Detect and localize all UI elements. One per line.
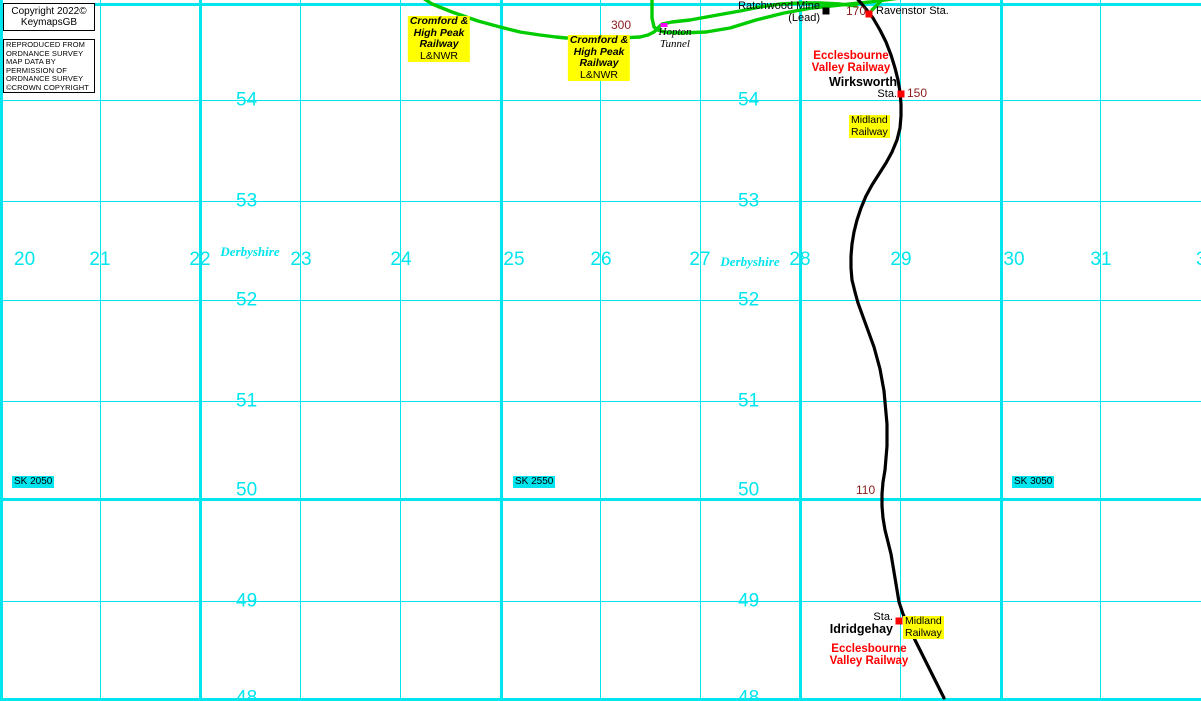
grid-square-ref-sk2550: SK 2550 [513, 476, 556, 488]
label-hopton-tunnel[interactable]: Hopton Tunnel [659, 26, 692, 50]
elevation-label-300: 300 [611, 18, 632, 32]
grid-label-x-24: 24 [390, 249, 412, 270]
grid-label-y-54-right: 54 [738, 89, 760, 111]
label-idridgehay[interactable]: Idridgehay [829, 622, 893, 636]
grid-label-y-53-left: 53 [236, 190, 258, 212]
grid-label-x-31: 31 [1090, 249, 1112, 270]
grid-label-y-53-right: 53 [738, 190, 760, 212]
label-midland-railway-south[interactable]: Midland Railway [903, 615, 944, 639]
midland-railway-line [849, 0, 946, 700]
grid-label-x-27: 27 [689, 249, 711, 270]
label-ravenstor-station[interactable]: Ravenstor Sta. [876, 5, 949, 17]
mine-marker-icon [822, 7, 830, 15]
elevation-label-150: 150 [907, 86, 928, 100]
grid-label-y-51-right: 51 [738, 390, 760, 412]
yellow-highlight-box: Midland Railway [849, 114, 890, 138]
grid-label-y-48-right: 48 [738, 687, 760, 701]
cromford-operator: L&NWR [420, 49, 458, 62]
yellow-highlight-box: Midland Railway [903, 615, 944, 639]
grid-label-y-54-left: 54 [236, 89, 258, 111]
notice-line-6: ©CROWN COPYRIGHT [6, 82, 89, 92]
ecclesbourne-line-2: Valley Railway [829, 655, 909, 667]
grid-label-x-32: 3 [1196, 250, 1201, 269]
copyright-line-2: KeymapsGB [20, 17, 78, 28]
county-label-derbyshire-right: Derbyshire [720, 254, 780, 269]
grid-label-y-50-left: 50 [236, 479, 258, 501]
grid-label-y-50-right: 50 [738, 479, 760, 501]
notice-line-2: ORDNANCE SURVEY [6, 48, 84, 58]
cromford-line-1: Cromford & [409, 15, 469, 27]
station-marker-icon[interactable] [865, 10, 873, 18]
station-marker-icon[interactable] [897, 90, 905, 98]
label-midland-railway-north[interactable]: Midland Railway [849, 114, 890, 138]
grid-label-x-29: 29 [890, 249, 912, 270]
label-cromford-high-peak-railway-west[interactable]: Cromford & High Peak Railway L&NWR [407, 15, 471, 62]
grid-label-y-49-left: 49 [236, 590, 258, 612]
grid-label-x-21: 21 [89, 249, 111, 270]
grid-label-y-48-left: 48 [236, 687, 258, 701]
station-marker-icon[interactable] [895, 617, 903, 625]
ecclesbourne-line-1: Ecclesbourne [831, 643, 907, 655]
midland-line-2: Railway [851, 125, 888, 138]
cromford-line-3: Railway [419, 38, 459, 50]
grid-label-x-26: 26 [590, 249, 612, 270]
label-cromford-high-peak-railway-east[interactable]: Cromford & High Peak Railway L&NWR [567, 34, 631, 81]
grid-label-x-20: 20 [14, 249, 36, 270]
grid-label-y-51-left: 51 [236, 390, 258, 412]
midland-line-1: Midland [905, 615, 942, 627]
cromford-line-1: Cromford & [569, 34, 629, 46]
cromford-line-3: Railway [579, 57, 619, 69]
notice-line-1: REPRODUCED FROM [6, 40, 86, 49]
grid-label-x-23: 23 [290, 249, 312, 270]
elevation-label-110: 110 [856, 483, 876, 497]
grid-label-y-49-right: 49 [738, 590, 760, 612]
grid-label-y-52-right: 52 [738, 289, 760, 311]
grid-square-ref-sk2050: SK 2050 [12, 476, 55, 488]
ecclesbourne-line-1: Ecclesbourne [813, 50, 889, 62]
copyright-line-1: Copyright 2022© [11, 6, 87, 17]
yellow-highlight-box: Cromford & High Peak Railway L&NWR [567, 34, 631, 81]
county-label-derbyshire-left: Derbyshire [220, 244, 280, 259]
grid-label-x-25: 25 [503, 249, 525, 270]
reproduction-notice-box: REPRODUCED FROM ORDNANCE SURVEY MAP DATA… [3, 39, 95, 93]
notice-line-4: PERMISSION OF [6, 65, 67, 75]
hopton-tunnel-line-1: Hopton [658, 26, 692, 38]
cromford-line-2: High Peak [573, 45, 625, 58]
notice-line-3: MAP DATA BY [6, 57, 56, 67]
midland-line-1: Midland [851, 114, 888, 126]
grid-label-x-30: 30 [1003, 249, 1025, 270]
tunnel-marker-icon [660, 23, 668, 27]
label-ecclesbourne-valley-railway-south[interactable]: Ecclesbourne Valley Railway [830, 643, 909, 667]
notice-line-5: ORDNANCE SURVEY [6, 74, 84, 84]
label-wirksworth-sta: Sta. [877, 88, 897, 100]
midland-line-2: Railway [905, 626, 942, 639]
hopton-tunnel-line-2: Tunnel [660, 38, 690, 50]
yellow-highlight-box: Cromford & High Peak Railway L&NWR [407, 15, 471, 62]
copyright-box: Copyright 2022© KeymapsGB [3, 3, 95, 31]
label-ratchwood-mine[interactable]: Ratchwood Mine (Lead) [738, 0, 820, 24]
grid-label-y-52-left: 52 [236, 289, 258, 311]
grid-label-x-28: 28 [789, 249, 811, 270]
grid-square-ref-sk3050: SK 3050 [1012, 476, 1055, 488]
grid-label-x-22: 22 [189, 249, 211, 270]
ratchwood-mine-subtitle: (Lead) [788, 12, 820, 24]
cromford-operator: L&NWR [580, 68, 618, 81]
elevation-label-170: 170 [846, 4, 867, 18]
ratchwood-mine-name: Ratchwood Mine [738, 0, 820, 12]
ecclesbourne-line-2: Valley Railway [811, 62, 891, 74]
label-ecclesbourne-valley-railway-north[interactable]: Ecclesbourne Valley Railway [812, 50, 891, 74]
